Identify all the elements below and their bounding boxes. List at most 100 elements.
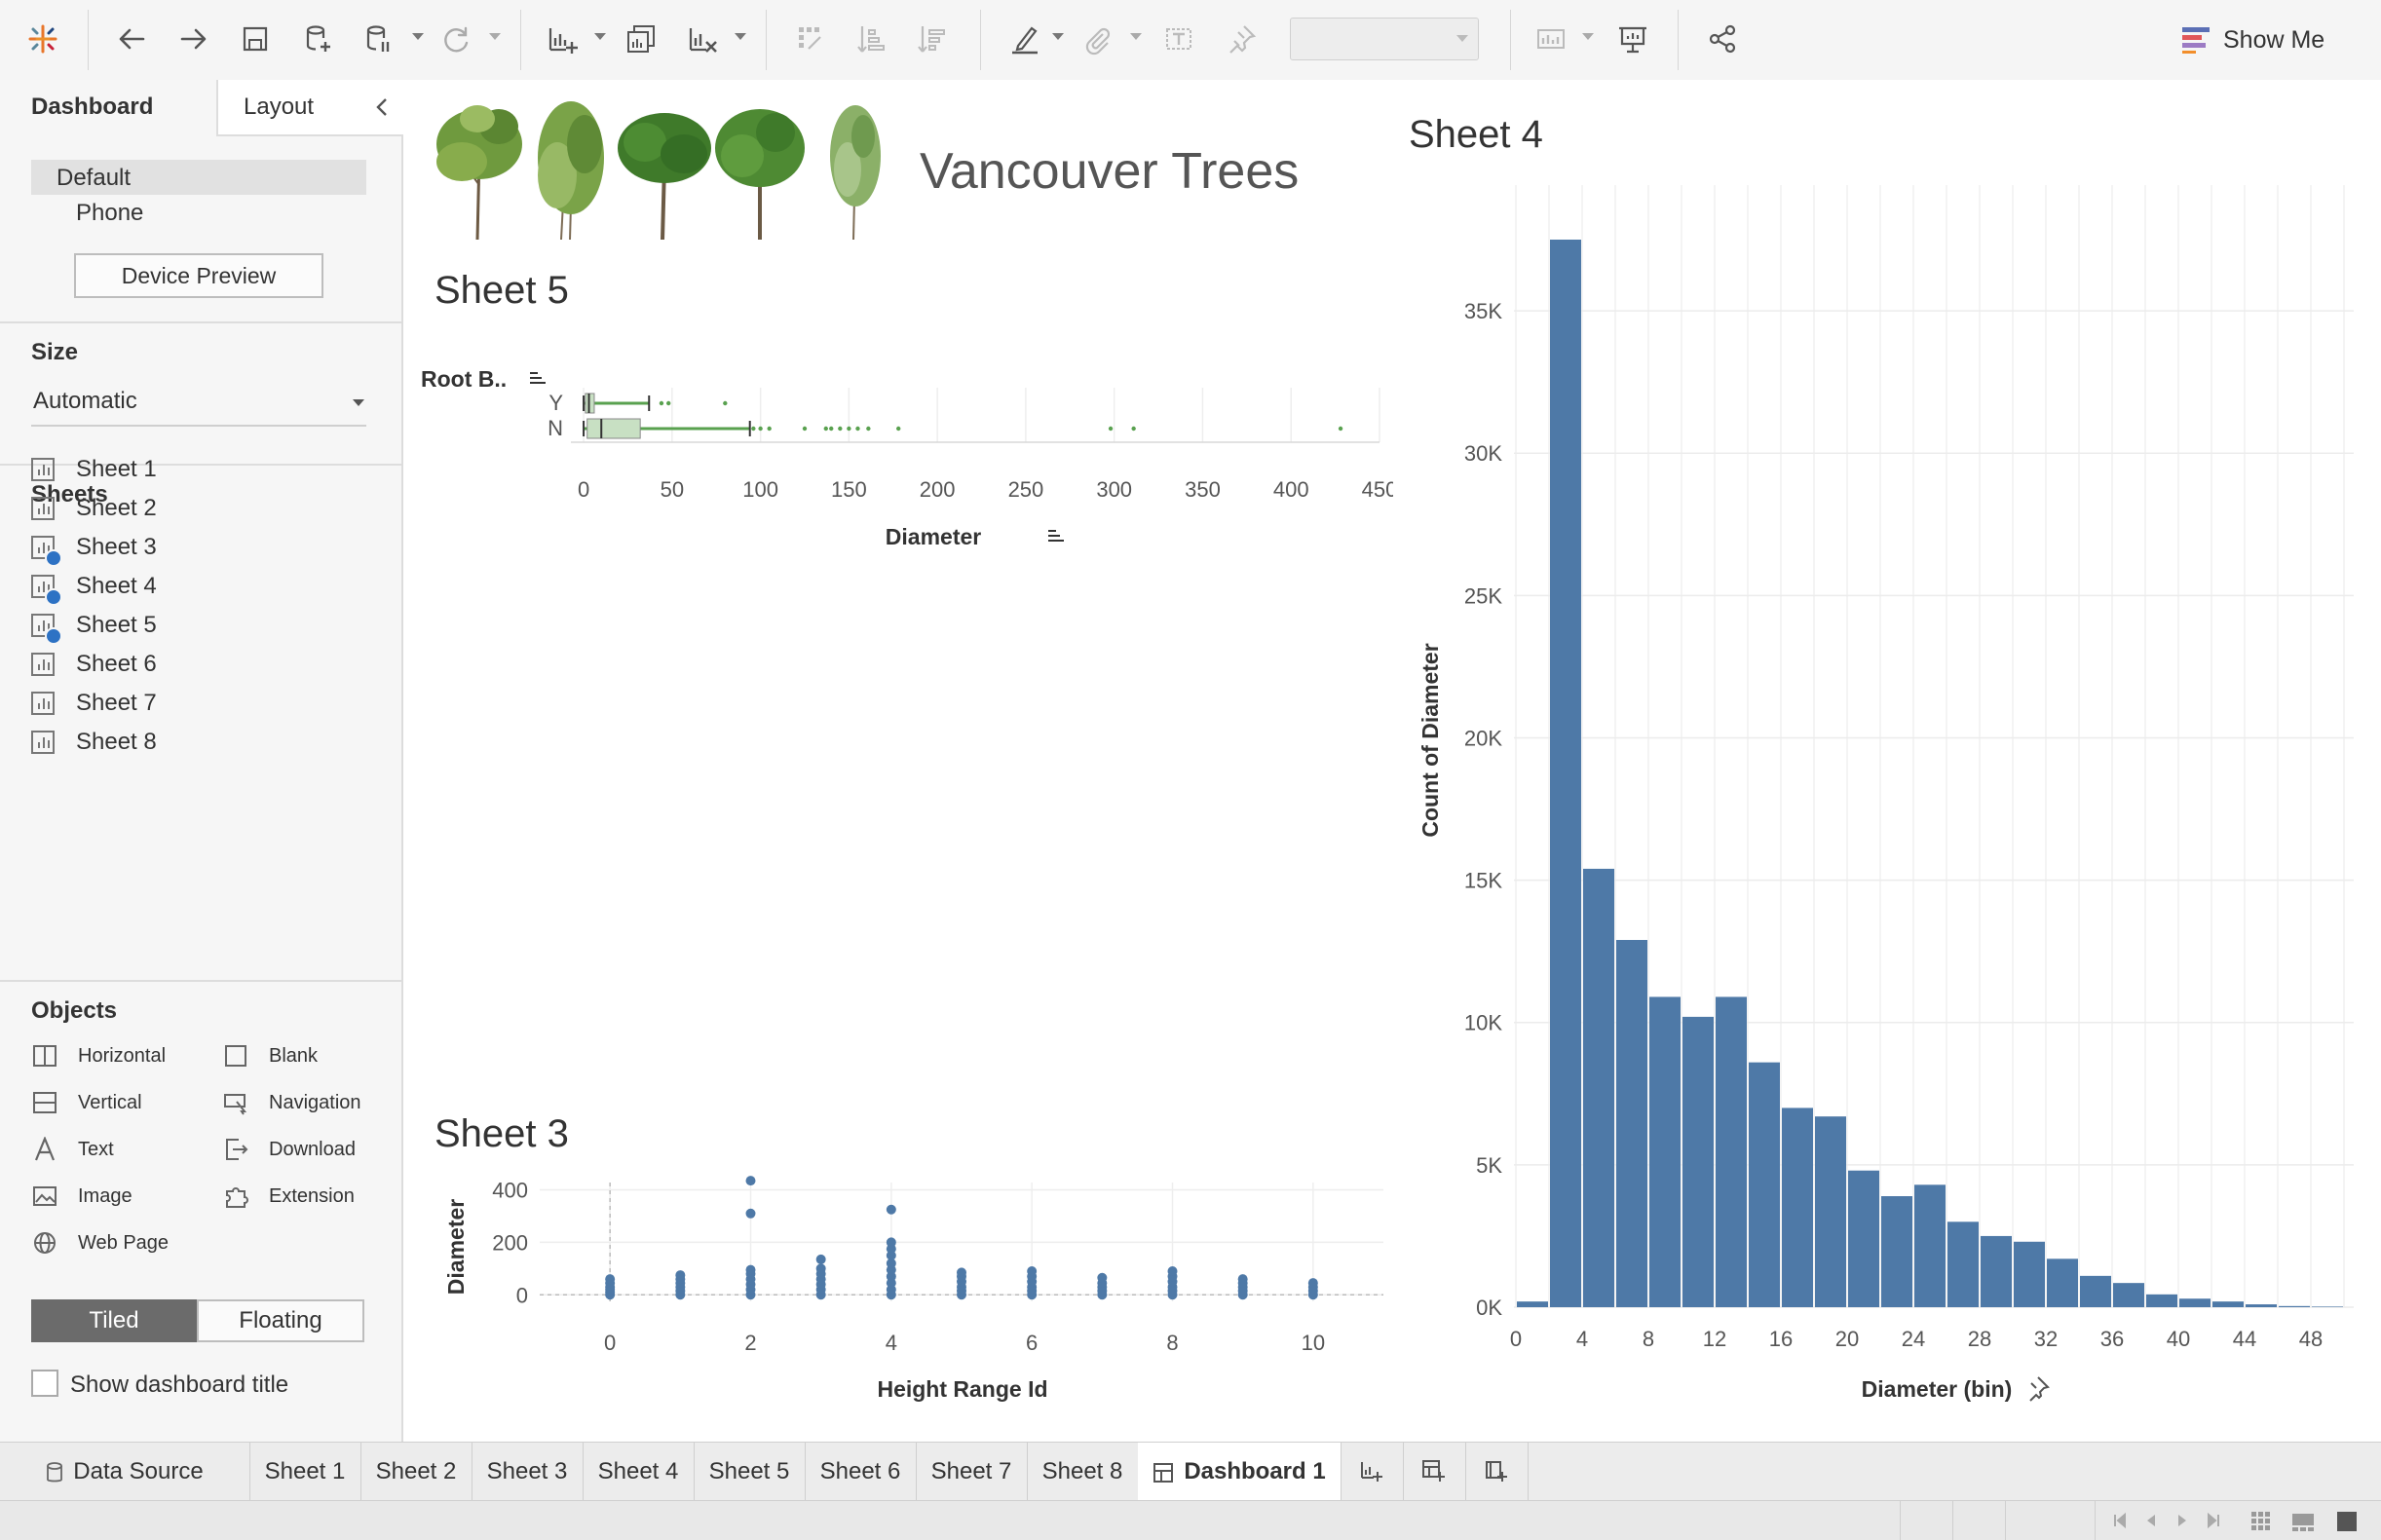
sheet-item-8[interactable]: Sheet 8 [31,723,157,762]
tiled-button[interactable]: Tiled [31,1299,197,1342]
device-preview-button[interactable]: Device Preview [74,253,323,298]
last-page-icon[interactable] [2204,1511,2223,1530]
histogram-bar [1881,1196,1912,1307]
previous-page-icon[interactable] [2141,1511,2161,1530]
in-use-check-icon [45,549,62,567]
next-page-icon[interactable] [2173,1511,2192,1530]
grid-view-icon[interactable] [2250,1511,2272,1532]
share-icon[interactable] [1697,14,1748,64]
tab-sheet-7[interactable]: Sheet 7 [916,1443,1028,1501]
undo-icon[interactable] [107,14,158,64]
device-default[interactable]: Default [31,160,366,195]
worksheet-icon [31,497,55,520]
scatter-point [675,1270,686,1281]
scatter-point [605,1274,616,1285]
object-blank[interactable]: Blank [222,1036,318,1075]
tabs-view-icon[interactable] [2336,1511,2358,1532]
sort-ascending-icon[interactable] [846,14,896,64]
x-tick-label: 28 [1968,1327,1991,1351]
redo-icon[interactable] [168,14,218,64]
tab-layout[interactable]: Layout [216,80,403,136]
new-data-source-icon[interactable] [292,14,343,64]
object-vertical[interactable]: Vertical [31,1083,142,1122]
sheet-item-label: Sheet 7 [76,690,157,716]
show-dashboard-title-checkbox[interactable] [31,1370,58,1397]
navigation-icon [222,1089,249,1116]
fit-dropdown[interactable] [1290,18,1479,60]
object-text[interactable]: Text [31,1130,114,1169]
tab-sheet-1[interactable]: Sheet 1 [249,1443,361,1501]
sheet5-title: Sheet 5 [435,269,569,312]
object-horizontal[interactable]: Horizontal [31,1036,166,1075]
sheet-item-label: Sheet 3 [76,534,157,560]
filmstrip-view-icon[interactable] [2291,1511,2315,1532]
sort-descending-icon[interactable] [906,14,957,64]
outlier-point [758,426,763,432]
y-tick-label: 35K [1464,299,1502,323]
tab-dashboard-1[interactable]: Dashboard 1 [1138,1443,1342,1501]
object-web-page[interactable]: Web Page [31,1223,169,1262]
sheet-item-2[interactable]: Sheet 2 [31,489,157,528]
object-label: Navigation [269,1091,361,1113]
x-tick-label: 150 [831,477,867,502]
histogram-bar [2246,1304,2277,1307]
x-tick-label: 450 [1362,477,1393,502]
category-label-Y: Y [548,391,563,415]
blank-icon [222,1042,249,1070]
sheet-item-6[interactable]: Sheet 6 [31,645,157,684]
object-label: Extension [269,1184,355,1207]
save-icon[interactable] [230,14,281,64]
sheet-item-4[interactable]: Sheet 4 [31,567,157,606]
group-members-icon[interactable] [1072,14,1122,64]
x-tick-label: 12 [1703,1327,1726,1351]
object-image[interactable]: Image [31,1177,132,1216]
tab-sheet-5[interactable]: Sheet 5 [694,1443,806,1501]
x-tick-label: 44 [2233,1327,2256,1351]
sheet-item-1[interactable]: Sheet 1 [31,450,157,489]
floating-button[interactable]: Floating [197,1299,364,1342]
show-mark-labels-icon[interactable] [1153,14,1204,64]
tab-sheet-2[interactable]: Sheet 2 [360,1443,472,1501]
new-worksheet-tab-icon[interactable] [1341,1443,1404,1501]
sheet-item-3[interactable]: Sheet 3 [31,528,157,567]
object-navigation[interactable]: Navigation [222,1083,361,1122]
outlier-point [659,400,664,406]
first-page-icon[interactable] [2110,1511,2130,1530]
tab-label: Data Source [73,1458,204,1484]
sheet3-title: Sheet 3 [435,1112,569,1155]
tab-data-source[interactable]: Data Source [0,1443,250,1501]
object-download[interactable]: Download [222,1130,356,1169]
x-tick-label: 400 [1273,477,1309,502]
highlight-icon[interactable] [1000,14,1050,64]
duplicate-sheet-icon[interactable] [616,14,666,64]
pause-updates-icon[interactable] [353,14,403,64]
category-label-N: N [548,416,563,440]
device-phone[interactable]: Phone [31,195,366,230]
object-extension[interactable]: Extension [222,1177,355,1216]
x-tick-label: 100 [742,477,778,502]
clear-sheet-icon[interactable] [676,14,727,64]
refresh-icon[interactable] [431,14,481,64]
show-hide-cards-icon[interactable] [1526,14,1576,64]
sheet-item-5[interactable]: Sheet 5 [31,606,157,645]
presentation-mode-icon[interactable] [1607,14,1658,64]
tableau-logo-icon[interactable] [18,14,68,64]
new-worksheet-icon[interactable] [536,14,586,64]
show-me-button[interactable]: Show Me [2182,19,2324,60]
tab-dashboard[interactable]: Dashboard [0,80,216,136]
tab-sheet-4[interactable]: Sheet 4 [583,1443,695,1501]
tab-sheet-8[interactable]: Sheet 8 [1027,1443,1139,1501]
outlier-point [866,426,871,432]
swap-rows-columns-icon[interactable] [785,14,836,64]
sheet-item-7[interactable]: Sheet 7 [31,684,157,723]
scatter-point [1167,1266,1178,1277]
new-story-tab-icon[interactable] [1465,1443,1529,1501]
new-dashboard-tab-icon[interactable] [1403,1443,1466,1501]
tab-sheet-3[interactable]: Sheet 3 [472,1443,584,1501]
size-dropdown[interactable]: Automatic [31,380,366,427]
fix-axes-pin-icon[interactable] [1216,14,1266,64]
tab-sheet-6[interactable]: Sheet 6 [805,1443,917,1501]
histogram-bar [2212,1301,2244,1307]
tab-label: Sheet 5 [708,1458,790,1484]
collapse-panel-icon[interactable] [372,95,392,119]
